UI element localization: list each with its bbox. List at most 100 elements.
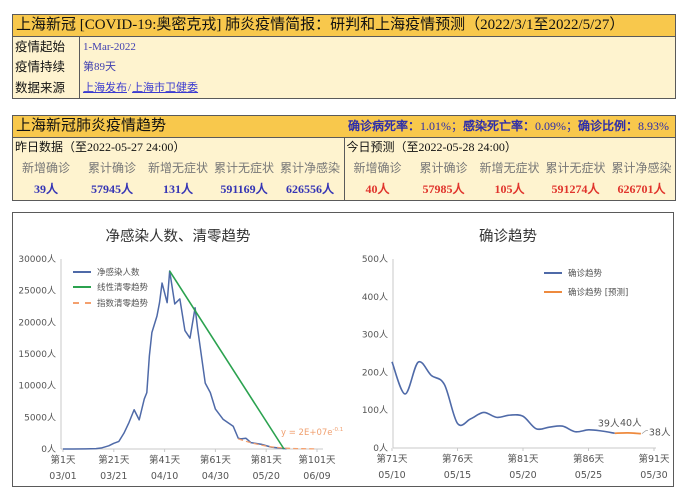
stat-value: 57985人 (422, 182, 465, 196)
stat-label: 新增无症状 (147, 161, 208, 175)
y-tick-label: 20000人 (18, 317, 56, 328)
chart-legend: 净感染人数 线性清零趋势 指数清零趋势 (73, 264, 148, 311)
series-line-0 (63, 270, 287, 450)
legend-line-blue (544, 271, 562, 274)
label-leader-line (641, 430, 648, 434)
net-infection-chart: 0人 5000人 10000人 15000人 20000人 25000人 30000人 第1天… (12, 212, 344, 487)
stat-total-confirmed: 累计确诊 57945人 (79, 157, 145, 199)
stat-label: 累计净感染 (279, 161, 340, 175)
legend-line-orange-dashed (73, 301, 91, 304)
forecast-total-confirmed: 累计确诊 57985人 (411, 157, 477, 199)
row-data-source: 数据来源 上海发布/上海市卫健委 (13, 77, 675, 98)
stat-value: 626701人 (617, 182, 666, 196)
x-tick-day: 第81天 (251, 454, 283, 466)
forecast-new-confirmed: 新增确诊 40人 (345, 157, 411, 199)
chart-title: 净感染人数、清零趋势 (105, 229, 251, 245)
y-tick-label: 5000人 (24, 412, 56, 423)
data-point-label: 39人 (598, 418, 620, 429)
x-tick-date: 05/25 (575, 470, 602, 481)
series-line-1 (169, 270, 285, 450)
forecast-data-section: 今日预测（至2022-05-28 24:00） 新增确诊 40人 累计确诊 5798… (345, 138, 676, 200)
legend-item: 指数清零趋势 (73, 295, 148, 311)
y-tick-label: 10000人 (18, 381, 56, 392)
data-point-label: 38人 (649, 428, 671, 439)
forecast-total-asymptomatic: 累计无症状 591274人 (543, 157, 609, 199)
infection-fatality-value: 0.09%； (534, 119, 578, 133)
x-tick-date: 04/10 (151, 471, 178, 482)
stat-value: 131人 (162, 182, 193, 196)
trend-title: 上海新冠肺炎疫情趋势 (16, 118, 167, 134)
source-link-shanghai-release[interactable]: 上海发布 (83, 81, 127, 94)
series-line-1 (614, 431, 641, 435)
stat-value: 591169人 (220, 182, 268, 196)
trendline-equation: y = 2E+07e-0.19x (281, 427, 343, 438)
x-tick-day: 第101天 (298, 454, 336, 466)
legend-line-blue (73, 270, 91, 273)
legend-item: 确诊趋势 (544, 263, 628, 282)
x-tick-date: 05/20 (509, 470, 536, 481)
confirmed-ratio-label: 确诊比例： (577, 119, 638, 133)
case-fatality-value: 1.01%； (419, 119, 463, 133)
legend-item: 净感染人数 (73, 264, 148, 280)
stat-value: 57945人 (90, 182, 133, 196)
legend-line-green (73, 286, 91, 289)
row-label: 疫情起始 (13, 37, 80, 58)
yesterday-data-section: 昨日数据（至2022-05-27 24:00） 新增确诊 39人 累计确诊 5794… (13, 138, 345, 200)
y-tick-label: 300人 (362, 330, 388, 341)
stat-total-net-infection: 累计净感染 626556人 (277, 157, 343, 199)
stat-label: 累计确诊 (419, 161, 468, 175)
stat-label: 累计净感染 (611, 161, 672, 175)
row-duration: 疫情持续 第89天 (13, 57, 675, 78)
stat-value: 40人 (365, 182, 390, 196)
legend-label: 净感染人数 (97, 267, 140, 278)
y-tick-label: 30000人 (18, 254, 56, 265)
y-tick-label: 15000人 (18, 349, 56, 360)
chart-title: 确诊趋势 (479, 229, 537, 245)
data-source-links: 上海发布/上海市卫健委 (80, 78, 198, 98)
stat-label: 累计无症状 (213, 161, 274, 175)
infection-fatality-label: 感染死亡率： (462, 119, 535, 133)
x-tick-day: 第21天 (98, 454, 130, 466)
x-tick-day: 第61天 (200, 454, 232, 466)
x-tick-day: 第86天 (573, 453, 605, 465)
x-tick-date: 05/20 (253, 471, 280, 482)
stat-value: 39人 (33, 182, 58, 196)
stat-value: 591274人 (551, 182, 600, 196)
x-tick-date: 03/21 (100, 471, 127, 482)
legend-label: 线性清零趋势 (97, 283, 149, 294)
x-tick-date: 05/10 (378, 470, 405, 481)
x-tick-day: 第41天 (149, 454, 181, 466)
stat-label: 新增确诊 (353, 161, 402, 175)
x-tick-date: 05/15 (444, 470, 471, 481)
duration-value: 第89天 (83, 61, 116, 74)
stat-label: 累计确诊 (87, 161, 136, 175)
trend-panel: 上海新冠肺炎疫情趋势 确诊病死率：1.01%；感染死亡率：0.09%；确诊比例：… (12, 115, 676, 201)
link-separator: / (128, 81, 132, 94)
x-tick-day: 第81天 (507, 453, 539, 465)
series-line-2 (238, 438, 318, 450)
y-tick-label: 25000人 (18, 286, 56, 297)
stat-value: 105人 (494, 182, 525, 196)
row-label: 数据来源 (13, 77, 80, 98)
x-tick-date: 03/01 (49, 471, 76, 482)
net-infection-plot: 0人 5000人 10000人 15000人 20000人 25000人 30000人第1天… (18, 254, 343, 482)
stat-label: 新增无症状 (479, 161, 540, 175)
case-fatality-label: 确诊病死率： (347, 119, 420, 133)
data-point-label: 40人 (620, 418, 642, 429)
source-link-health-commission[interactable]: 上海市卫健委 (132, 81, 199, 94)
y-tick-label: 400人 (362, 292, 388, 303)
stat-new-asymptomatic: 新增无症状 131人 (145, 157, 211, 199)
forecast-heading: 今日预测（至2022-05-28 24:00） (346, 140, 517, 154)
x-tick-day: 第76天 (442, 453, 474, 465)
stat-new-confirmed: 新增确诊 39人 (13, 157, 79, 199)
stat-label: 新增确诊 (21, 161, 70, 175)
legend-line-orange (544, 290, 562, 293)
confirmed-trend-chart: 0人 100人 200人 300人 400人 500人 第71天 05/10 第76天 05/15… (343, 212, 674, 487)
stat-value: 626556人 (285, 182, 334, 196)
y-tick-label: 0人 (41, 444, 56, 455)
legend-item: 线性清零趋势 (73, 280, 148, 296)
x-tick-day: 第71天 (376, 453, 408, 465)
legend-label: 确诊趋势 (568, 268, 603, 279)
y-tick-label: 100人 (362, 405, 388, 416)
x-tick-date: 05/30 (640, 470, 667, 481)
